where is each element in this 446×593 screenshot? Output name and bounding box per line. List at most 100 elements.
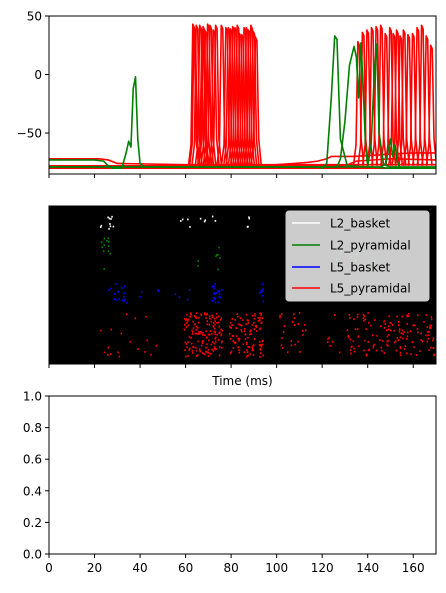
raster-spike-l5-pyramidal (215, 336, 217, 339)
raster-spike-l5-pyramidal (259, 319, 261, 322)
empty-y-tick-label: 0.2 (23, 516, 42, 530)
raster-spike-l5-pyramidal (232, 340, 234, 342)
raster-spike-l5-pyramidal (281, 347, 284, 349)
voltage-spike-red (208, 29, 220, 166)
raster-spike-l5-pyramidal (207, 351, 210, 354)
raster-spike-l5-basket (260, 291, 262, 294)
raster-spike-l5-basket (123, 300, 125, 303)
raster-spike-l5-pyramidal (137, 348, 139, 350)
raster-spike-l5-pyramidal (247, 354, 249, 357)
raster-spike-l5-pyramidal (349, 349, 352, 352)
raster-spike-l5-pyramidal (399, 354, 402, 357)
raster-spike-l5-pyramidal (420, 339, 423, 341)
raster-spike-l5-pyramidal (192, 346, 194, 348)
raster-spike-l5-pyramidal (430, 346, 432, 349)
raster-spike-l5-pyramidal (415, 354, 418, 356)
raster-spike-l2-basket (108, 227, 110, 230)
raster-spike-l5-pyramidal (417, 314, 419, 317)
raster-spike-l5-pyramidal (221, 346, 223, 349)
empty-y-ticks: 0.0 0.2 0.4 0.6 0.8 1.0 (23, 390, 49, 562)
voltage-traces (49, 23, 436, 169)
raster-spike-l5-pyramidal (346, 329, 349, 332)
raster-spike-l2-basket (112, 225, 115, 228)
raster-spike-l5-basket (118, 298, 121, 301)
empty-x-tick-label: 120 (311, 561, 334, 575)
raster-spike-l5-pyramidal (407, 315, 410, 318)
raster-spike-l5-pyramidal (185, 319, 187, 321)
raster-spike-l5-pyramidal (220, 328, 222, 331)
raster-spike-l5-pyramidal (353, 350, 356, 353)
legend-entry-l2-pyramidal: L2_pyramidal (292, 239, 411, 253)
raster-spike-l5-pyramidal (297, 340, 299, 343)
raster-spike-l5-pyramidal (327, 341, 329, 344)
raster-spike-l5-basket (213, 292, 216, 295)
raster-spike-l5-pyramidal (433, 353, 435, 356)
voltage-spike-red (384, 26, 397, 166)
raster-spike-l5-pyramidal (214, 333, 216, 336)
empty-plot-area (49, 396, 436, 554)
raster-spike-l5-pyramidal (410, 353, 412, 356)
raster-spike-l5-pyramidal (206, 323, 209, 326)
raster-spike-l5-pyramidal (430, 316, 433, 319)
raster-panel: Time (ms) L2_basket L2_pyramidal L5_bask… (48, 205, 437, 388)
raster-spike-l5-pyramidal (208, 339, 210, 342)
raster-spike-l5-pyramidal (236, 313, 238, 315)
voltage-axes-frame (48, 15, 437, 175)
raster-spike-l5-pyramidal (218, 354, 221, 357)
raster-spike-l5-basket (214, 301, 217, 304)
raster-spike-l5-pyramidal (211, 314, 213, 317)
voltage-spike-red (227, 25, 240, 166)
raster-spike-l5-pyramidal (237, 346, 240, 349)
raster-spike-l5-pyramidal (383, 326, 386, 329)
raster-spike-l5-pyramidal (195, 328, 197, 331)
raster-spike-l5-pyramidal (349, 317, 351, 319)
raster-spike-l5-pyramidal (257, 317, 260, 319)
raster-spike-l5-pyramidal (406, 335, 409, 338)
raster-spike-l5-pyramidal (404, 345, 406, 347)
raster-spike-l5-basket (123, 292, 125, 295)
raster-spike-l2-pyramidal (197, 264, 199, 267)
raster-spike-l5-pyramidal (399, 347, 402, 350)
raster-spike-l5-pyramidal (219, 331, 221, 334)
raster-spike-l5-pyramidal (395, 340, 397, 343)
raster-spike-l2-pyramidal (100, 241, 103, 244)
raster-spike-l5-pyramidal (365, 328, 367, 331)
raster-spike-l5-pyramidal (426, 340, 429, 343)
raster-spike-l5-pyramidal (246, 351, 249, 353)
raster-spike-l5-pyramidal (204, 313, 207, 315)
raster-spike-l5-basket (211, 299, 214, 302)
raster-spike-l5-pyramidal (232, 334, 234, 337)
raster-spike-l5-pyramidal (186, 319, 189, 322)
raster-spike-l5-pyramidal (201, 333, 204, 336)
raster-spike-l5-pyramidal (251, 346, 253, 349)
raster-spike-l5-pyramidal (218, 346, 221, 349)
raster-spike-l2-pyramidal (107, 250, 110, 252)
raster-spike-l5-pyramidal (186, 346, 188, 349)
raster-spike-l5-pyramidal (432, 346, 434, 349)
raster-spike-l2-basket (189, 226, 191, 228)
raster-spike-l5-pyramidal (425, 334, 427, 337)
raster-spike-l5-pyramidal (373, 343, 375, 346)
raster-spike-l5-pyramidal (186, 318, 188, 320)
raster-spike-l5-pyramidal (262, 354, 265, 357)
raster-spike-l5-basket (178, 296, 181, 299)
raster-spike-l5-pyramidal (362, 317, 365, 320)
raster-spike-l5-pyramidal (242, 343, 244, 346)
raster-spike-l5-pyramidal (212, 325, 215, 328)
raster-spike-l5-pyramidal (193, 315, 196, 317)
raster-spike-l5-pyramidal (238, 349, 240, 351)
raster-spike-l5-pyramidal (238, 337, 241, 340)
raster-spike-l5-pyramidal (218, 315, 220, 318)
raster-spike-l5-pyramidal (216, 321, 218, 324)
voltage-spike-red (232, 24, 244, 166)
raster-spike-l5-pyramidal (259, 340, 261, 343)
raster-spike-l5-pyramidal (109, 353, 112, 356)
raster-spike-l5-pyramidal (280, 313, 283, 315)
raster-spike-l5-pyramidal (245, 342, 248, 344)
raster-spike-l5-pyramidal (261, 317, 264, 320)
raster-spike-l5-pyramidal (409, 330, 412, 333)
raster-spike-l5-pyramidal (408, 312, 410, 315)
empty-y-tick-label: 0.4 (23, 484, 42, 498)
raster-spike-l5-basket (219, 296, 221, 299)
